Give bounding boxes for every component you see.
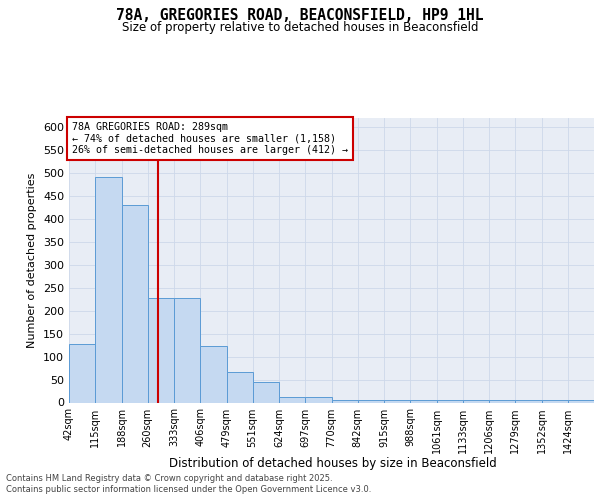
Bar — [95, 178, 122, 402]
Text: Size of property relative to detached houses in Beaconsfield: Size of property relative to detached ho… — [122, 22, 478, 35]
Bar — [69, 344, 95, 402]
Bar — [384, 400, 410, 402]
Bar — [489, 400, 515, 402]
Bar — [463, 400, 489, 402]
Bar — [332, 400, 358, 402]
Y-axis label: Number of detached properties: Number of detached properties — [28, 172, 37, 348]
Text: 78A, GREGORIES ROAD, BEACONSFIELD, HP9 1HL: 78A, GREGORIES ROAD, BEACONSFIELD, HP9 1… — [116, 8, 484, 22]
Bar — [279, 397, 305, 402]
Bar — [410, 400, 437, 402]
Bar — [174, 298, 200, 403]
Bar — [542, 400, 568, 402]
Bar — [305, 397, 332, 402]
Bar — [122, 205, 148, 402]
Text: Contains public sector information licensed under the Open Government Licence v3: Contains public sector information licen… — [6, 485, 371, 494]
Bar — [437, 400, 463, 402]
Bar — [568, 400, 594, 402]
Bar — [148, 298, 174, 403]
Text: Distribution of detached houses by size in Beaconsfield: Distribution of detached houses by size … — [169, 458, 497, 470]
Bar — [253, 382, 279, 402]
Text: 78A GREGORIES ROAD: 289sqm
← 74% of detached houses are smaller (1,158)
26% of s: 78A GREGORIES ROAD: 289sqm ← 74% of deta… — [71, 122, 347, 155]
Bar — [227, 372, 253, 402]
Bar — [200, 346, 227, 403]
Bar — [358, 400, 384, 402]
Text: Contains HM Land Registry data © Crown copyright and database right 2025.: Contains HM Land Registry data © Crown c… — [6, 474, 332, 483]
Bar — [515, 400, 542, 402]
